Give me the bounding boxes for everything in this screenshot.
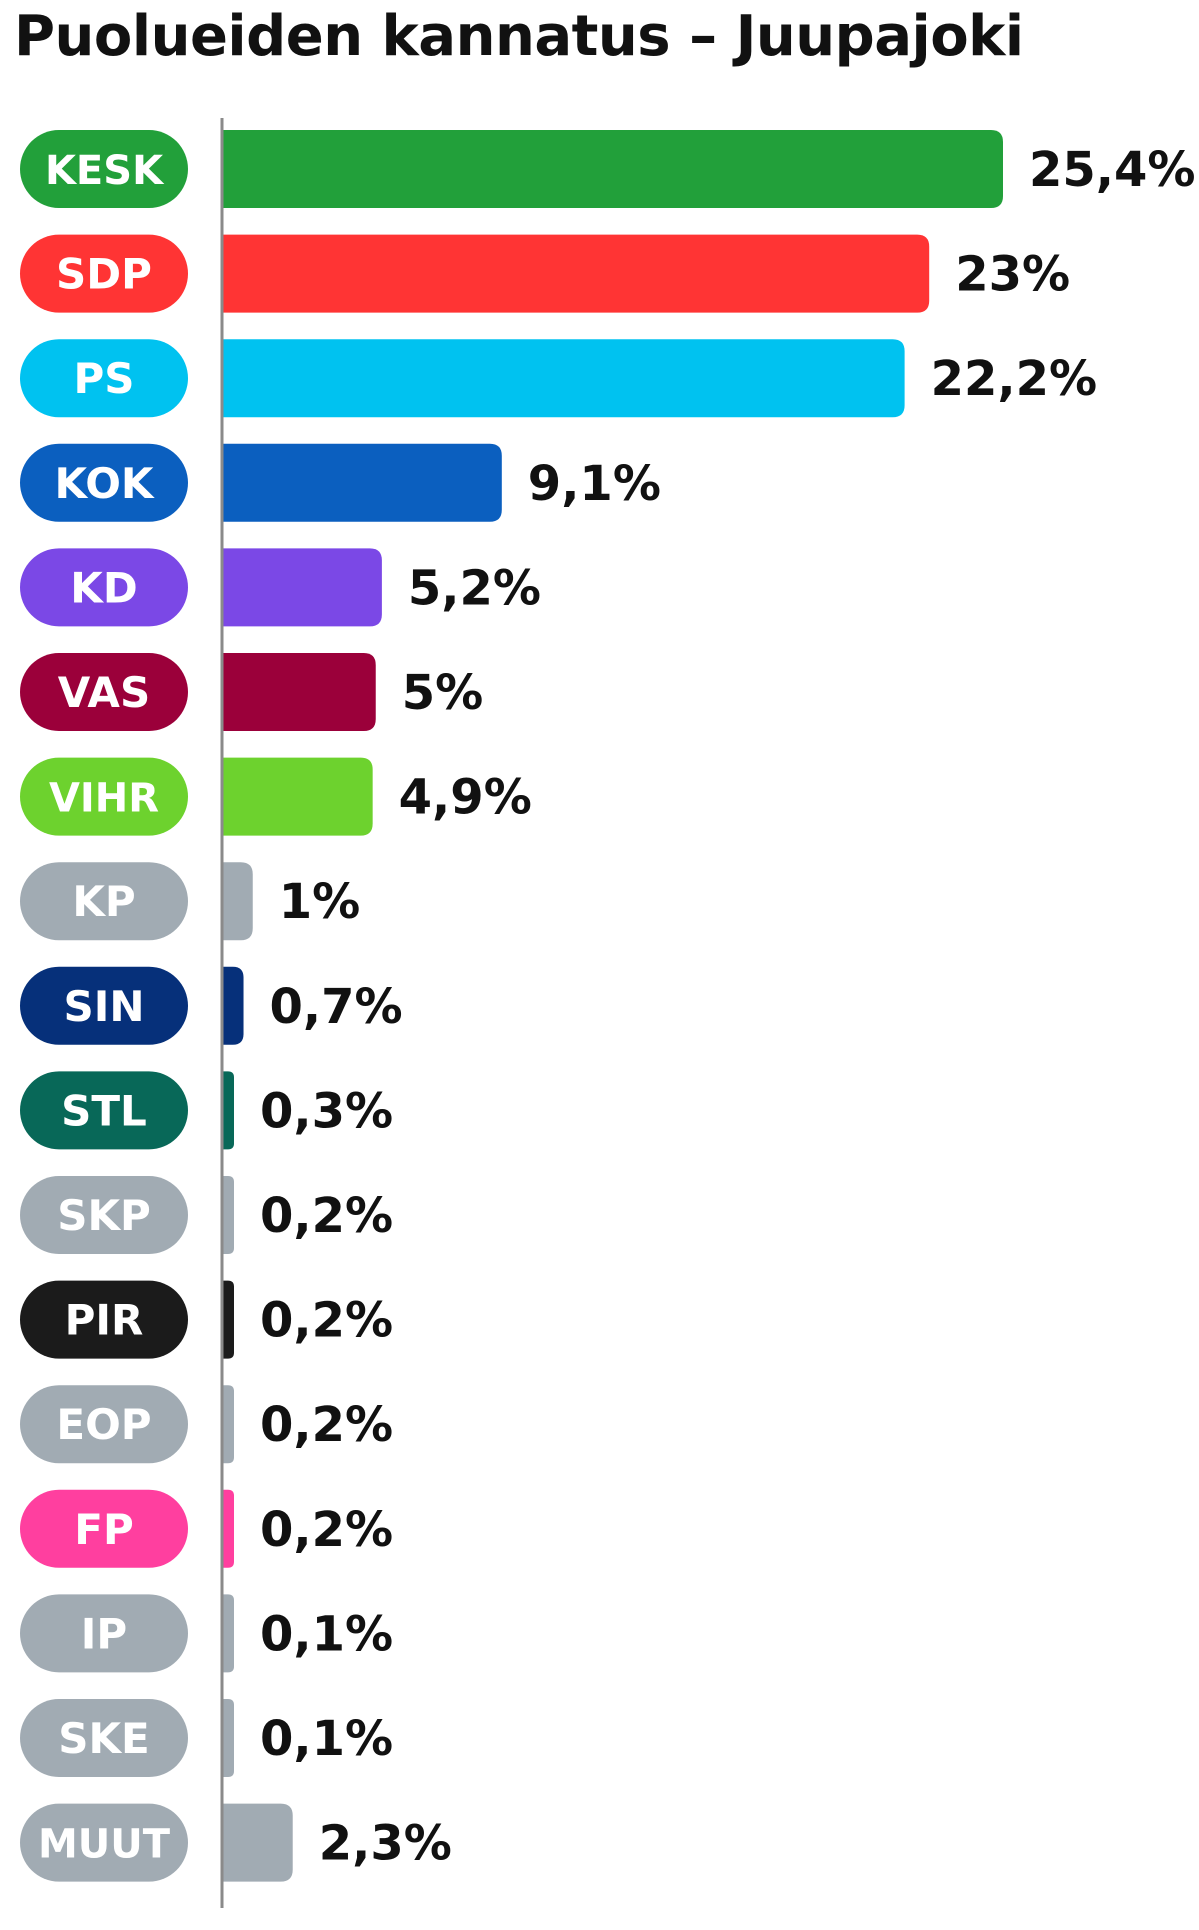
value-label-ip: 0,1% — [260, 1606, 393, 1662]
party-pill-ske — [20, 1699, 188, 1777]
party-pill-fp — [20, 1489, 188, 1568]
bar-stl — [222, 1071, 234, 1150]
party-pill-kesk — [20, 130, 188, 208]
bar-sdp — [222, 234, 930, 313]
party-pill-pir — [20, 1280, 188, 1359]
party-label-ps: PS — [73, 354, 134, 403]
bar-kok — [222, 443, 502, 522]
party-label-pir: PIR — [65, 1296, 144, 1345]
party-label-fp: FP — [74, 1505, 133, 1554]
bar-sin — [222, 966, 244, 1045]
bar-muut — [222, 1803, 293, 1882]
value-label-eop: 0,2% — [260, 1397, 393, 1453]
party-label-vihr: VIHR — [49, 776, 159, 822]
party-pill-muut — [20, 1803, 188, 1882]
party-label-muut: MUUT — [38, 1822, 171, 1868]
value-label-pir: 0,2% — [260, 1293, 393, 1349]
party-pill-kd — [20, 548, 188, 627]
bar-vihr — [222, 757, 373, 836]
bar-skp — [222, 1176, 234, 1254]
value-label-kp: 1% — [279, 874, 361, 930]
value-label-vihr: 4,9% — [399, 770, 532, 826]
bar-kd — [222, 548, 382, 627]
party-label-eop: EOP — [56, 1400, 151, 1449]
bar-fp — [222, 1489, 234, 1568]
party-label-vas: VAS — [58, 668, 150, 717]
party-pill-ip — [20, 1594, 188, 1673]
value-label-kok: 9,1% — [528, 456, 661, 512]
party-pill-sin — [20, 966, 188, 1045]
party-pill-vas — [20, 653, 188, 731]
party-label-kp: KP — [72, 877, 135, 926]
value-label-skp: 0,2% — [260, 1188, 393, 1244]
value-label-stl: 0,3% — [260, 1083, 393, 1139]
bar-kesk — [222, 130, 1003, 208]
value-label-kd: 5,2% — [408, 560, 541, 616]
bar-ip — [222, 1594, 234, 1673]
party-pill-skp — [20, 1176, 188, 1254]
value-label-ps: 22,2% — [931, 351, 1098, 407]
value-label-sin: 0,7% — [270, 979, 403, 1035]
value-label-muut: 2,3% — [319, 1816, 452, 1872]
value-label-ske: 0,1% — [260, 1711, 393, 1767]
party-pill-eop — [20, 1385, 188, 1464]
party-label-ske: SKE — [58, 1714, 150, 1763]
bar-vas — [222, 653, 376, 731]
party-label-kd: KD — [70, 563, 137, 612]
bar-eop — [222, 1385, 234, 1464]
party-label-ip: IP — [81, 1609, 127, 1658]
value-label-fp: 0,2% — [260, 1502, 393, 1558]
bar-kp — [222, 862, 253, 941]
value-label-kesk: 25,4% — [1029, 142, 1196, 198]
party-label-kesk: KESK — [45, 148, 165, 194]
party-label-skp: SKP — [57, 1191, 151, 1240]
party-pill-sdp — [20, 234, 188, 313]
party-pill-vihr — [20, 757, 188, 836]
party-label-stl: STL — [61, 1086, 147, 1135]
party-pill-stl — [20, 1071, 188, 1150]
bar-ske — [222, 1699, 234, 1777]
party-pill-kok — [20, 443, 188, 522]
party-label-sin: SIN — [63, 982, 144, 1031]
party-pill-ps — [20, 339, 188, 418]
party-label-kok: KOK — [55, 459, 155, 508]
party-label-sdp: SDP — [56, 250, 152, 299]
bar-ps — [222, 339, 905, 418]
value-label-sdp: 23% — [955, 247, 1070, 303]
value-label-vas: 5% — [402, 665, 484, 721]
bar-pir — [222, 1280, 234, 1359]
chart-title: Puolueiden kannatus – Juupajoki — [14, 4, 1024, 69]
party-pill-kp — [20, 862, 188, 941]
